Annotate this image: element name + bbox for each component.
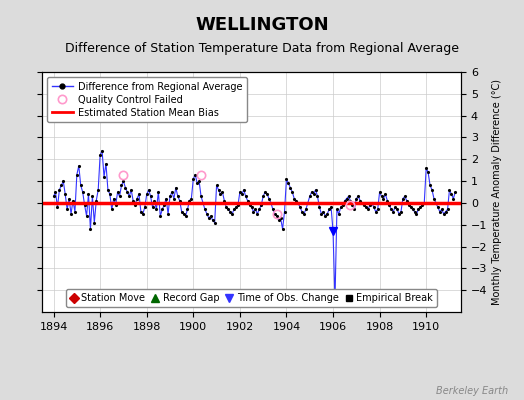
Text: Difference of Station Temperature Data from Regional Average: Difference of Station Temperature Data f…: [65, 42, 459, 55]
Legend: Station Move, Record Gap, Time of Obs. Change, Empirical Break: Station Move, Record Gap, Time of Obs. C…: [66, 289, 437, 307]
Y-axis label: Monthly Temperature Anomaly Difference (°C): Monthly Temperature Anomaly Difference (…: [492, 79, 501, 305]
Text: WELLINGTON: WELLINGTON: [195, 16, 329, 34]
Text: Berkeley Earth: Berkeley Earth: [436, 386, 508, 396]
